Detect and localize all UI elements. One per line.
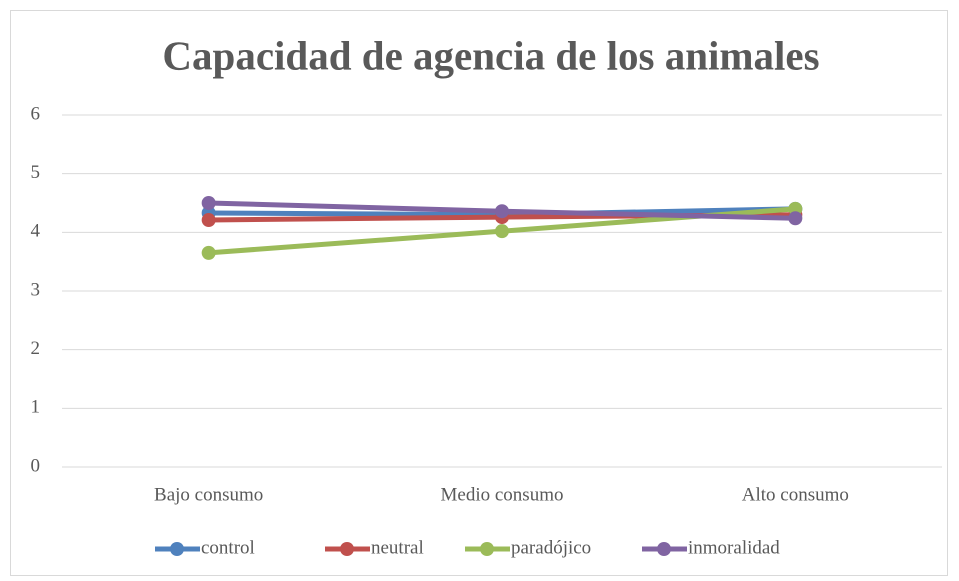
legend-marker <box>340 542 354 556</box>
x-tick-label: Bajo consumo <box>154 484 263 505</box>
legend-marker <box>170 542 184 556</box>
legend-label: paradójico <box>511 537 591 558</box>
y-tick-label: 1 <box>31 397 41 418</box>
y-tick-label: 0 <box>31 455 41 476</box>
y-tick-label: 5 <box>31 162 41 183</box>
y-tick-label: 6 <box>31 103 41 124</box>
y-tick-label: 3 <box>31 279 41 300</box>
legend-marker <box>657 542 671 556</box>
x-tick-label: Alto consumo <box>742 484 849 505</box>
y-tick-label: 4 <box>31 221 41 242</box>
legend-label: neutral <box>371 537 424 558</box>
chart-title: Capacidad de agencia de los animales <box>162 32 819 78</box>
legend-marker <box>480 542 494 556</box>
legend-label: inmoralidad <box>688 537 780 558</box>
x-tick-label: Medio consumo <box>441 484 564 505</box>
series-marker <box>495 224 509 239</box>
chart-border <box>10 10 948 576</box>
series-marker <box>201 213 216 228</box>
series-marker <box>495 204 509 219</box>
series-marker <box>201 196 216 210</box>
y-tick-label: 2 <box>31 338 41 359</box>
series-marker <box>788 211 803 226</box>
series-marker <box>201 245 216 260</box>
legend-label: control <box>201 537 255 558</box>
